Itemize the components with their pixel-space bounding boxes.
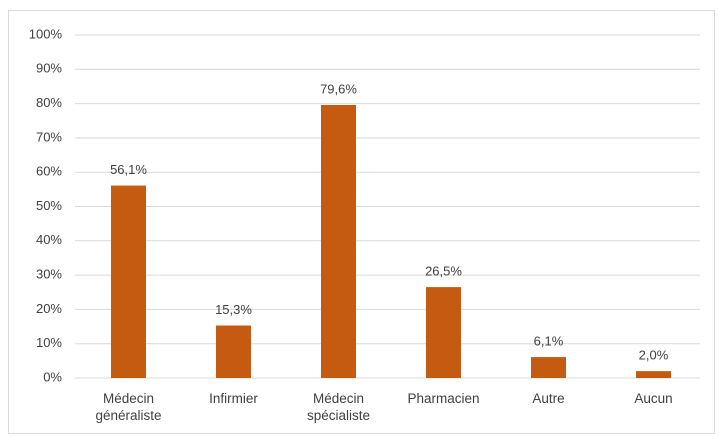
bar: [321, 104, 356, 379]
y-tick-label: 0%: [43, 369, 62, 384]
data-label: 79,6%: [320, 81, 357, 96]
x-tick-label: Médecin généraliste: [95, 391, 162, 423]
y-tick-label: 90%: [36, 61, 62, 76]
bar: [531, 357, 566, 378]
x-tick-label: Aucun: [634, 391, 673, 406]
data-label: 56,1%: [110, 162, 147, 177]
data-label: 26,5%: [425, 264, 462, 279]
x-tick-label: Autre: [532, 391, 565, 406]
x-tick-label: Pharmacien: [407, 391, 480, 406]
y-tick-label: 30%: [36, 267, 62, 282]
bar: [426, 287, 461, 378]
y-tick-label: 20%: [36, 301, 62, 316]
y-tick-label: 50%: [36, 198, 62, 213]
y-tick-label: 80%: [36, 95, 62, 110]
y-tick-label: 10%: [36, 335, 62, 350]
data-label: 15,3%: [215, 302, 252, 317]
bar: [216, 325, 251, 378]
data-label: 6,1%: [534, 334, 564, 349]
y-tick-label: 40%: [36, 232, 62, 247]
y-tick-label: 70%: [36, 129, 62, 144]
data-label: 2,0%: [639, 348, 669, 363]
bar: [111, 185, 146, 378]
x-tick-label: Infirmier: [209, 391, 258, 406]
y-tick-label: 100%: [29, 26, 63, 41]
bar: [636, 371, 671, 378]
y-tick-label: 60%: [36, 164, 62, 179]
x-tick-label: Médecin spécialiste: [306, 391, 371, 423]
chart-frame: [8, 10, 715, 434]
